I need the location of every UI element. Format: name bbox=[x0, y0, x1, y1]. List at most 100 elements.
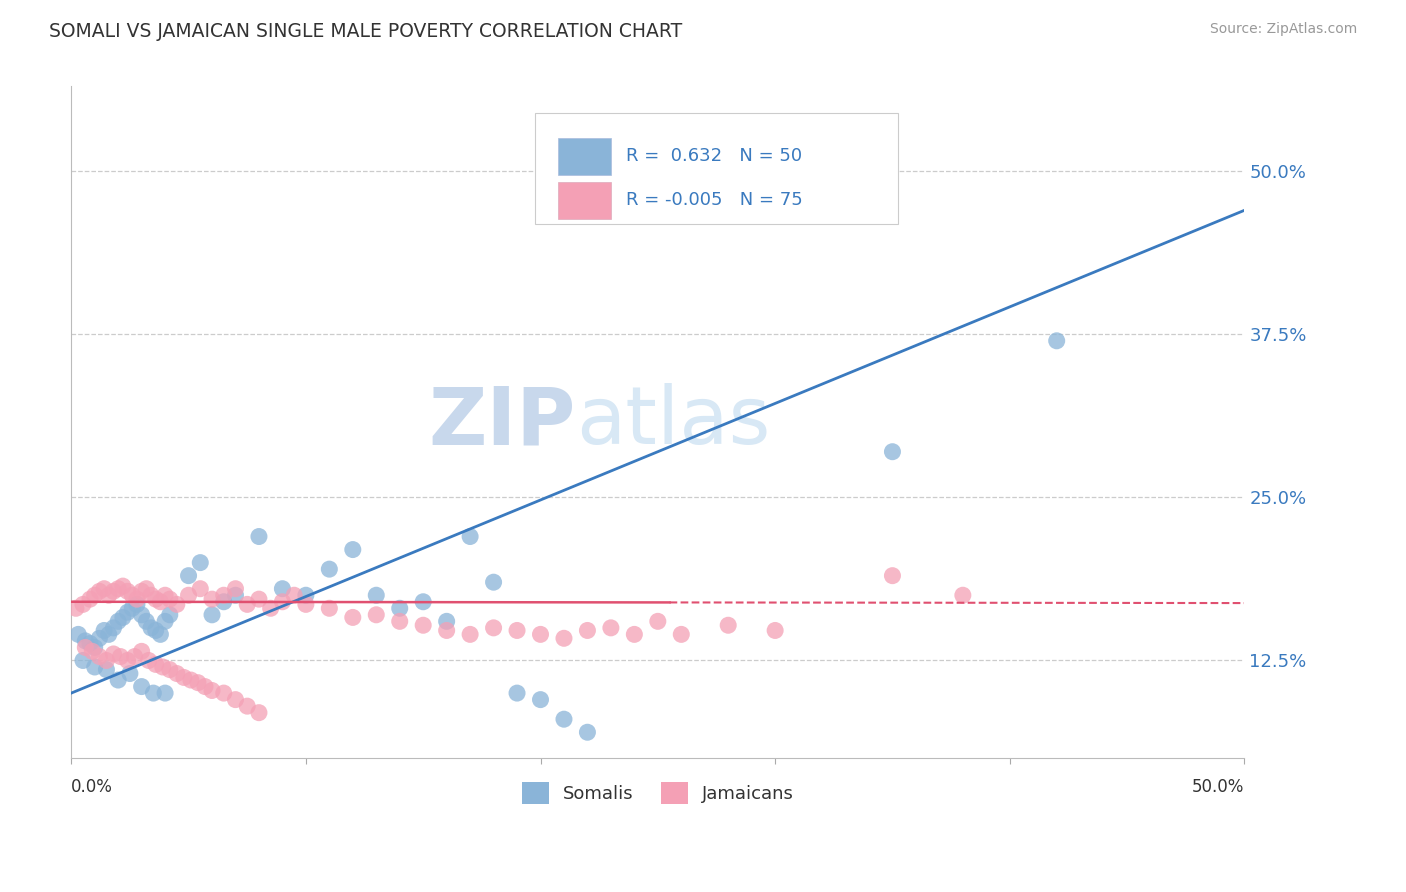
Point bbox=[111, 579, 134, 593]
Point bbox=[145, 657, 167, 672]
Point bbox=[152, 660, 174, 674]
Point bbox=[436, 615, 458, 629]
Point bbox=[67, 627, 90, 641]
Point bbox=[135, 582, 157, 596]
Point bbox=[110, 649, 132, 664]
Point bbox=[117, 584, 139, 599]
Text: Source: ZipAtlas.com: Source: ZipAtlas.com bbox=[1209, 22, 1357, 37]
Point bbox=[952, 588, 974, 602]
Point bbox=[131, 644, 153, 658]
Point bbox=[103, 621, 125, 635]
Point bbox=[271, 595, 294, 609]
Point bbox=[107, 615, 129, 629]
Point bbox=[139, 621, 162, 635]
Point bbox=[576, 624, 599, 638]
Point bbox=[187, 675, 209, 690]
Point bbox=[436, 624, 458, 638]
Point bbox=[247, 592, 270, 607]
Point bbox=[882, 444, 904, 458]
Legend: Somalis, Jamaicans: Somalis, Jamaicans bbox=[512, 773, 803, 814]
Point bbox=[145, 592, 167, 607]
Point bbox=[342, 542, 364, 557]
Point bbox=[103, 584, 125, 599]
Point bbox=[224, 588, 246, 602]
Point bbox=[647, 615, 669, 629]
Point bbox=[82, 644, 104, 658]
Point bbox=[236, 699, 259, 714]
Point bbox=[482, 575, 505, 590]
Point bbox=[131, 607, 153, 622]
Point bbox=[142, 686, 165, 700]
Point bbox=[72, 653, 94, 667]
Point bbox=[194, 680, 217, 694]
Point bbox=[107, 582, 129, 596]
Point bbox=[295, 598, 318, 612]
Point bbox=[125, 592, 148, 607]
Point bbox=[153, 686, 176, 700]
Point bbox=[553, 712, 575, 726]
Point bbox=[72, 598, 94, 612]
Point bbox=[529, 692, 551, 706]
Point bbox=[212, 686, 235, 700]
Point bbox=[623, 627, 645, 641]
Point bbox=[75, 634, 97, 648]
FancyBboxPatch shape bbox=[558, 138, 610, 175]
Point bbox=[366, 607, 388, 622]
Point bbox=[201, 592, 224, 607]
Point bbox=[65, 601, 87, 615]
Point bbox=[224, 692, 246, 706]
Point bbox=[121, 588, 143, 602]
Point bbox=[111, 610, 134, 624]
Point bbox=[247, 529, 270, 543]
Point bbox=[118, 666, 141, 681]
Point bbox=[117, 653, 139, 667]
Point bbox=[79, 592, 101, 607]
Point bbox=[318, 601, 340, 615]
Point bbox=[149, 595, 172, 609]
Point bbox=[139, 588, 162, 602]
Point bbox=[882, 568, 904, 582]
Point bbox=[89, 649, 111, 664]
Point bbox=[482, 621, 505, 635]
Point bbox=[283, 588, 305, 602]
Point bbox=[763, 624, 786, 638]
Point bbox=[145, 624, 167, 638]
Text: ZIP: ZIP bbox=[429, 384, 575, 461]
Point bbox=[93, 582, 115, 596]
Point bbox=[97, 588, 120, 602]
Point bbox=[159, 592, 181, 607]
Point bbox=[458, 529, 481, 543]
Point bbox=[117, 605, 139, 619]
Point bbox=[201, 607, 224, 622]
Point bbox=[131, 680, 153, 694]
Point bbox=[717, 618, 740, 632]
Point bbox=[388, 601, 411, 615]
Point bbox=[295, 588, 318, 602]
Point bbox=[318, 562, 340, 576]
Point bbox=[342, 610, 364, 624]
Point bbox=[75, 640, 97, 655]
Point bbox=[388, 615, 411, 629]
Point bbox=[177, 568, 200, 582]
Point bbox=[159, 607, 181, 622]
Point bbox=[366, 588, 388, 602]
Point bbox=[212, 588, 235, 602]
Point bbox=[107, 673, 129, 687]
Point bbox=[149, 627, 172, 641]
Point bbox=[159, 663, 181, 677]
Point bbox=[224, 582, 246, 596]
Point bbox=[201, 683, 224, 698]
Point bbox=[599, 621, 621, 635]
Point bbox=[83, 660, 105, 674]
Point bbox=[671, 627, 693, 641]
Point bbox=[412, 618, 434, 632]
Point bbox=[271, 582, 294, 596]
Point bbox=[153, 588, 176, 602]
FancyBboxPatch shape bbox=[558, 182, 610, 219]
Point bbox=[79, 636, 101, 650]
Point bbox=[412, 595, 434, 609]
Point bbox=[89, 632, 111, 646]
Point bbox=[131, 584, 153, 599]
Point bbox=[93, 624, 115, 638]
Text: R = -0.005   N = 75: R = -0.005 N = 75 bbox=[626, 191, 803, 209]
